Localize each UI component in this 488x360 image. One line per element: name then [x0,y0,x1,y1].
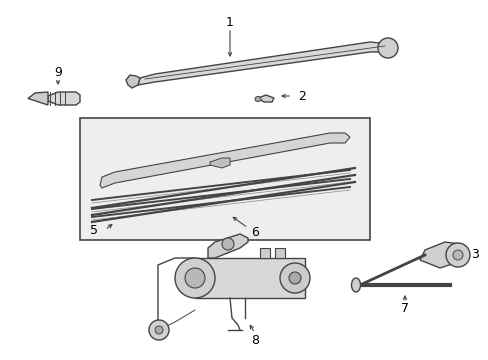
Polygon shape [258,95,273,102]
Polygon shape [28,92,48,105]
Bar [80,118,369,240]
Circle shape [445,243,469,267]
Bar [274,248,285,258]
Circle shape [452,250,462,260]
Polygon shape [138,42,394,85]
Text: 2: 2 [298,90,305,103]
Circle shape [149,320,169,340]
Polygon shape [419,242,461,268]
Ellipse shape [351,278,360,292]
Circle shape [184,268,204,288]
Bar [195,258,305,298]
Text: 7: 7 [400,302,408,315]
Text: 8: 8 [250,333,259,346]
Bar [260,248,269,258]
Circle shape [155,326,163,334]
Ellipse shape [254,96,261,102]
Circle shape [288,272,301,284]
Text: 4: 4 [221,243,228,257]
Polygon shape [207,234,247,258]
Circle shape [280,263,309,293]
Polygon shape [126,75,140,88]
Text: 5: 5 [90,224,98,237]
Text: 9: 9 [54,66,62,78]
Polygon shape [100,133,349,188]
Text: 6: 6 [250,225,259,239]
Polygon shape [209,158,229,168]
Text: 3: 3 [470,248,478,261]
Circle shape [222,238,234,250]
Circle shape [377,38,397,58]
Text: 1: 1 [225,15,233,28]
Circle shape [175,258,215,298]
Polygon shape [48,92,80,105]
